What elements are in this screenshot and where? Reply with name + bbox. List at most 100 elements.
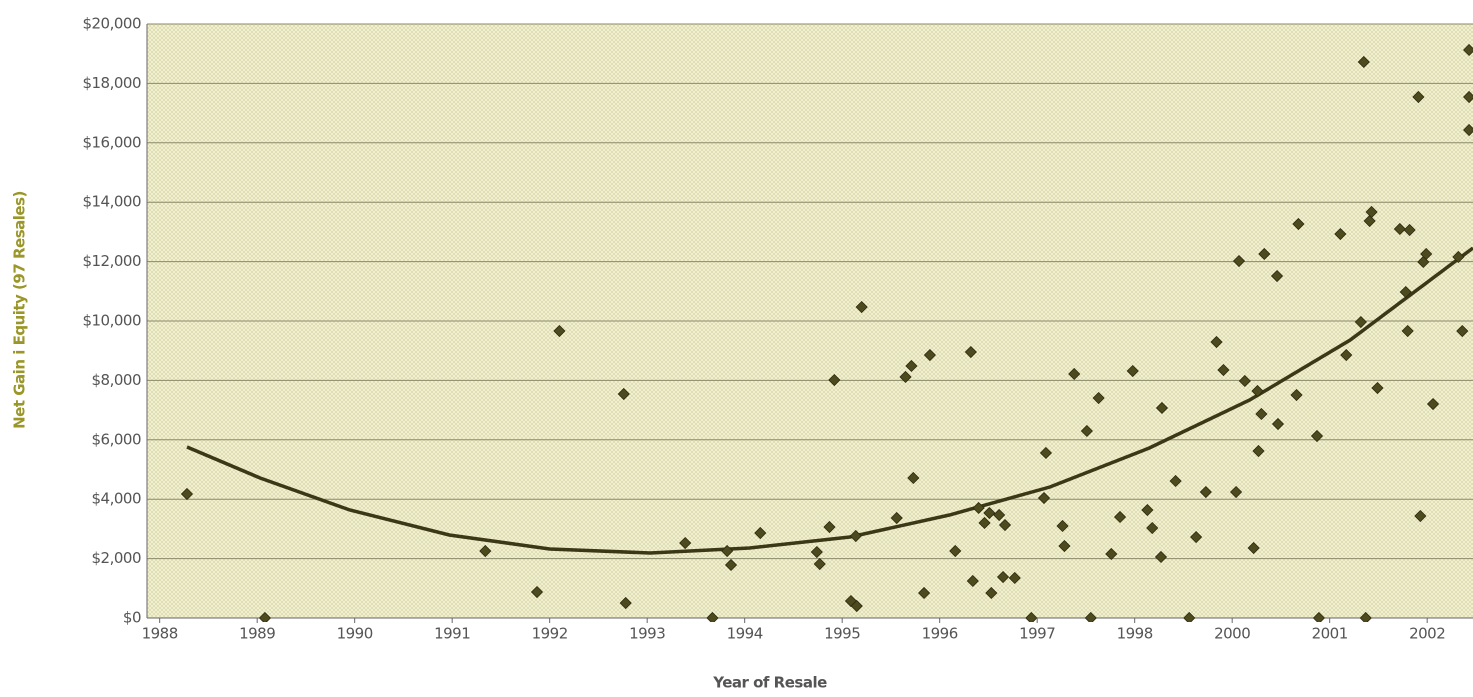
data-point xyxy=(810,545,823,559)
data-point xyxy=(985,586,998,600)
x-tick-label: 1996 xyxy=(922,625,958,643)
data-point xyxy=(1247,541,1260,555)
data-point xyxy=(1217,363,1230,377)
trend-line xyxy=(186,246,1473,555)
data-point xyxy=(899,370,912,384)
data-point xyxy=(1258,247,1271,261)
data-point xyxy=(1292,217,1305,231)
data-point xyxy=(1092,391,1105,405)
data-point xyxy=(1056,519,1069,533)
data-point xyxy=(1452,250,1465,264)
data-point xyxy=(1113,510,1127,524)
data-point xyxy=(918,586,931,600)
data-point xyxy=(1210,335,1223,349)
x-tick-label: 2002 xyxy=(1409,625,1445,643)
data-point xyxy=(754,526,767,540)
data-point xyxy=(964,345,977,359)
data-point xyxy=(998,518,1012,532)
data-point xyxy=(1393,222,1406,236)
data-point xyxy=(1080,424,1093,438)
data-point xyxy=(1037,491,1051,505)
data-point xyxy=(1190,530,1203,544)
data-point xyxy=(553,324,566,338)
y-tick-label: $0 xyxy=(123,609,141,627)
data-point xyxy=(721,544,734,558)
y-axis-title: Net Gain i Equity (97 Resales) xyxy=(11,191,29,429)
data-point xyxy=(1169,474,1182,488)
data-point xyxy=(258,611,272,622)
x-tick-label: 1997 xyxy=(1019,625,1055,643)
data-point xyxy=(1417,255,1430,269)
data-point xyxy=(1399,285,1412,299)
data-point xyxy=(907,471,920,485)
data-point xyxy=(1238,374,1251,388)
data-point xyxy=(949,544,962,558)
data-point xyxy=(966,574,979,588)
data-point xyxy=(180,487,194,501)
data-point xyxy=(813,557,826,571)
y-tick-label: $12,000 xyxy=(82,252,141,270)
x-tick-label: 2001 xyxy=(1312,625,1348,643)
x-tick-label: 1991 xyxy=(434,625,470,643)
x-tick-label: 1994 xyxy=(727,625,763,643)
data-point xyxy=(1403,223,1416,237)
data-point xyxy=(1365,205,1378,219)
data-point xyxy=(923,348,936,362)
data-point xyxy=(850,599,863,613)
y-tick-label: $10,000 xyxy=(82,312,141,330)
data-point xyxy=(1252,444,1265,458)
data-point xyxy=(1008,571,1021,585)
data-point xyxy=(1420,247,1433,261)
data-point xyxy=(972,501,985,515)
data-point xyxy=(1084,611,1097,622)
x-axis-title: Year of Resale xyxy=(712,674,827,692)
x-tick-label: 1988 xyxy=(142,625,178,643)
data-point xyxy=(823,520,836,534)
y-tick-label: $6,000 xyxy=(92,430,142,448)
data-point xyxy=(1290,388,1303,402)
data-point xyxy=(724,558,738,572)
data-point xyxy=(1058,539,1071,553)
y-tick-label: $2,000 xyxy=(92,549,142,567)
x-tick-label: 1989 xyxy=(239,625,275,643)
data-point xyxy=(983,506,996,520)
data-point xyxy=(1371,381,1384,395)
data-point xyxy=(1183,611,1196,622)
data-point xyxy=(1232,254,1246,268)
data-point xyxy=(1363,214,1376,228)
y-tick-label: $18,000 xyxy=(82,74,141,92)
data-point xyxy=(1141,503,1154,517)
data-point xyxy=(1312,611,1326,622)
y-tick-label: $4,000 xyxy=(92,490,142,508)
x-tick-label: 2000 xyxy=(1214,625,1250,643)
data-point xyxy=(1354,315,1367,329)
data-point xyxy=(1270,269,1284,283)
data-point xyxy=(1401,324,1414,338)
data-point xyxy=(1199,485,1212,499)
data-point xyxy=(1146,521,1159,535)
y-tick-label: $20,000 xyxy=(82,15,141,33)
data-point xyxy=(619,596,632,610)
data-point xyxy=(1068,367,1081,381)
data-point xyxy=(1230,485,1243,499)
x-tick-label: 1992 xyxy=(532,625,568,643)
data-point xyxy=(1414,509,1427,523)
data-point xyxy=(1154,550,1168,564)
y-tick-label: $8,000 xyxy=(92,371,142,389)
data-point xyxy=(1155,401,1169,415)
data-point xyxy=(1412,90,1425,104)
data-point xyxy=(1255,407,1268,421)
data-point xyxy=(855,300,868,314)
data-point xyxy=(1039,446,1053,460)
data-point xyxy=(1359,611,1372,622)
data-point xyxy=(844,594,858,608)
data-point xyxy=(996,570,1010,584)
data-point xyxy=(1105,547,1118,561)
data-point xyxy=(905,359,918,373)
data-point xyxy=(1456,324,1469,338)
data-point xyxy=(1310,429,1324,443)
y-tick-label: $16,000 xyxy=(82,133,141,151)
data-point xyxy=(1271,417,1285,431)
data-point xyxy=(530,585,544,599)
